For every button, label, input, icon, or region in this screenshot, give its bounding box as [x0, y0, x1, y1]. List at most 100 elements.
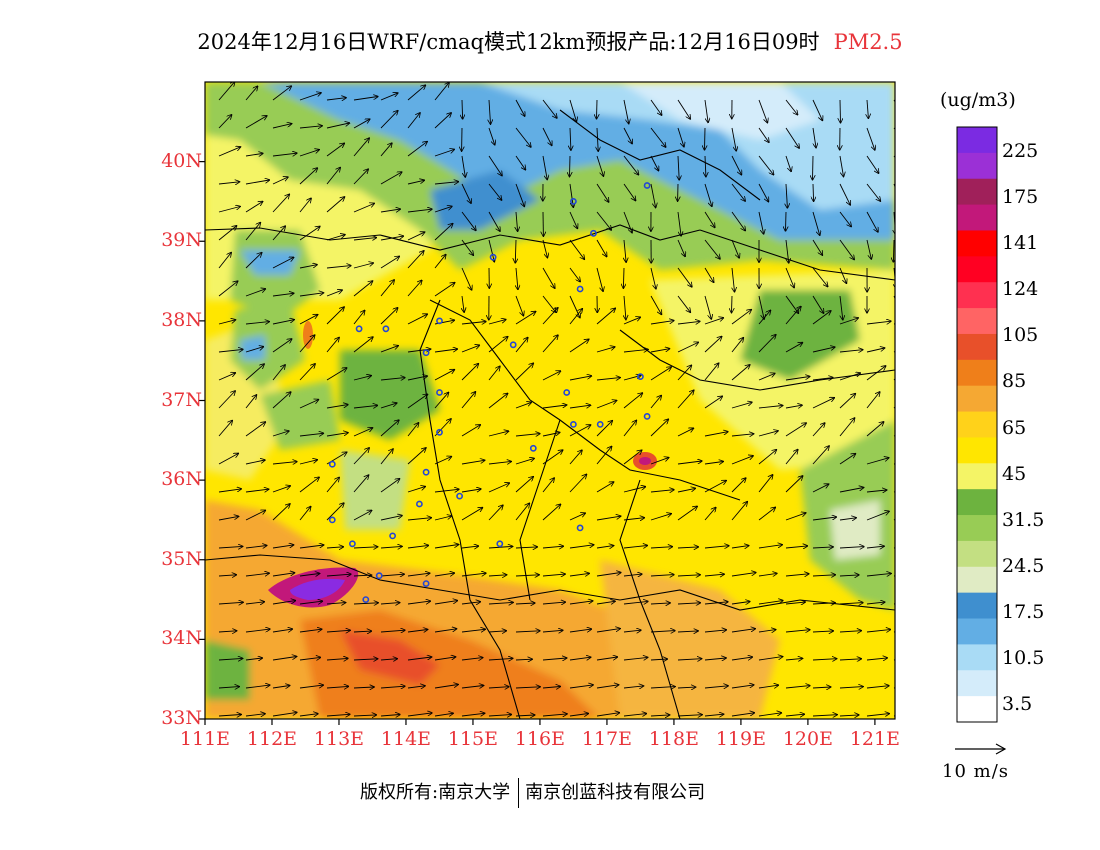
wind-arrow	[569, 211, 577, 228]
wind-arrow	[623, 393, 642, 409]
wind-arrow	[812, 295, 824, 313]
wind-arrow	[299, 714, 318, 716]
wind-arrow	[488, 658, 513, 660]
wind-arrow	[758, 99, 767, 123]
wind-arrow	[866, 127, 875, 150]
lon-label: 121E	[849, 728, 900, 750]
wind-arrow	[218, 421, 232, 437]
wind-arrow	[380, 659, 397, 660]
wind-arrow	[272, 573, 294, 577]
wind-arrow	[650, 321, 674, 325]
wind-arrow	[407, 85, 425, 101]
wind-arrow	[299, 335, 315, 353]
wind-arrow	[866, 630, 890, 633]
wind-arrow	[245, 395, 256, 409]
wind-arrow	[677, 342, 698, 353]
wind-arrow	[677, 239, 685, 256]
wind-arrow	[407, 209, 432, 213]
city-marker	[382, 325, 390, 333]
field-blue-w1	[240, 250, 300, 275]
wind-arrow	[596, 546, 613, 548]
wind-arrow	[542, 308, 558, 325]
wind-arrow	[866, 155, 879, 173]
wind-arrow	[515, 155, 525, 170]
wind-arrow	[407, 630, 428, 633]
wind-arrow	[245, 658, 262, 660]
lat-label: 34N	[161, 627, 202, 650]
wind-arrow	[272, 153, 297, 157]
wind-arrow	[461, 425, 480, 437]
wind-arrow	[785, 546, 807, 548]
wind-arrow	[785, 658, 802, 660]
wind-arrow	[677, 390, 694, 409]
wind-arrow	[353, 659, 378, 660]
colorbar-label: 17.5	[1002, 600, 1045, 623]
wind-arrow	[515, 715, 535, 716]
wind-arrow	[245, 602, 264, 604]
wind-arrow	[218, 349, 243, 352]
wind-arrow	[677, 267, 692, 287]
wind-arrow	[461, 658, 483, 660]
wind-arrow	[380, 686, 405, 688]
city-marker	[355, 325, 363, 333]
wind-arrow	[299, 198, 311, 213]
wind-arrow	[596, 447, 612, 465]
wind-arrow	[245, 546, 267, 549]
wind-arrow	[542, 630, 563, 632]
wind-arrow	[893, 659, 895, 661]
wind-arrow	[758, 657, 783, 661]
city-marker	[563, 389, 571, 396]
colorbar-label: 24.5	[1002, 554, 1045, 577]
wind-arrow	[623, 574, 642, 576]
wind-arrow	[488, 183, 502, 200]
wind-arrow	[569, 475, 586, 493]
wind-arrow	[731, 127, 736, 151]
wind-arrow	[650, 547, 672, 548]
legend-unit: (ug/m3)	[940, 89, 1016, 111]
wind-arrow	[299, 460, 317, 465]
wind-arrow	[812, 484, 829, 493]
wind-arrow	[866, 546, 884, 548]
wind-arrow	[732, 267, 735, 292]
boundary-4	[205, 554, 895, 611]
wind-arrow	[704, 714, 724, 716]
wind-arrow	[407, 518, 431, 520]
city-marker	[422, 580, 430, 587]
city-marker	[328, 516, 336, 524]
wind-arrow	[704, 363, 719, 381]
wind-arrow	[326, 714, 350, 716]
wind-arrow	[272, 320, 294, 325]
wind-arrow	[326, 197, 344, 213]
wind-arrow	[515, 687, 540, 688]
colorbar-swatch	[957, 282, 997, 309]
wind-arrow	[245, 510, 265, 521]
wind-arrow	[461, 155, 465, 177]
wind-arrow	[839, 418, 855, 437]
wind-arrow	[272, 601, 295, 605]
wind-arrow	[542, 478, 554, 493]
wind-arrow	[515, 458, 534, 465]
wind-arrow	[515, 239, 516, 263]
wind-arrow	[785, 423, 806, 437]
wind-arrow	[731, 573, 756, 577]
wind-arrow	[462, 99, 463, 119]
city-marker	[422, 468, 430, 476]
wind-arrow	[326, 368, 347, 381]
wind-arrow	[434, 573, 454, 577]
wind-arrow	[461, 686, 483, 689]
wind-arrow	[866, 392, 880, 409]
wind-arrow	[731, 685, 754, 689]
city-marker	[436, 428, 443, 436]
wind-arrow	[570, 127, 571, 150]
wind-arrow	[758, 685, 778, 688]
wind-arrow	[272, 486, 290, 493]
wind-arrow	[515, 183, 524, 206]
city-marker	[389, 532, 396, 540]
wind-arrow	[623, 657, 648, 660]
wind-arrow	[758, 573, 777, 576]
wind-arrow	[407, 251, 424, 269]
city-marker	[436, 389, 443, 396]
wind-arrow	[380, 403, 397, 409]
wind-arrow	[515, 363, 533, 381]
